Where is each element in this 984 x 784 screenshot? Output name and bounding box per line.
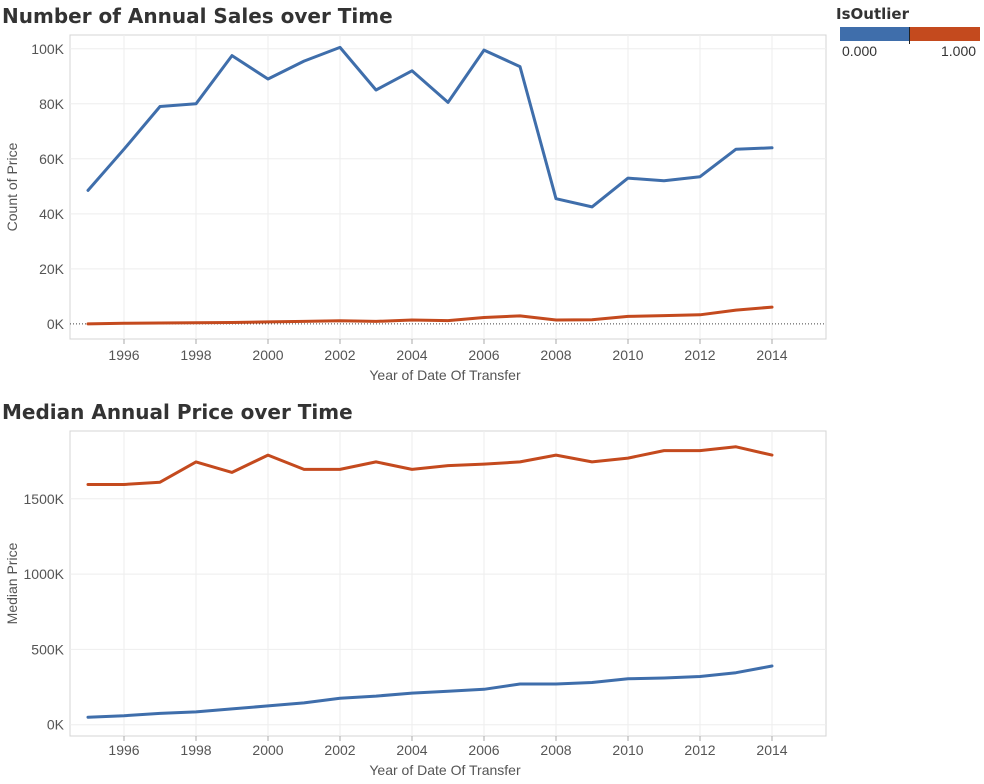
series-line-2-2: [86, 664, 774, 719]
y-tick-label: 100K: [31, 41, 64, 57]
y-tick-label: 0K: [47, 316, 65, 332]
x-tick-label: 2008: [540, 742, 571, 758]
x-tick-label: 2006: [468, 347, 499, 363]
y-tick-label: 80K: [39, 96, 65, 112]
x-tick-label: 1998: [180, 742, 211, 758]
series-line-2-1: [86, 445, 774, 486]
y-tick-label: 20K: [39, 261, 65, 277]
x-tick-label: 2002: [324, 742, 355, 758]
series-line-1-1: [86, 45, 774, 209]
y-tick-label: 40K: [39, 206, 65, 222]
x-tick-label: 2004: [396, 347, 427, 363]
x-tick-label: 2010: [612, 347, 643, 363]
x-tick-label: 2000: [252, 347, 283, 363]
legend-title: IsOutlier: [836, 5, 909, 23]
x-tick-label: 2012: [684, 742, 715, 758]
y-tick-label: 1500K: [24, 491, 65, 507]
plot-area-1: [69, 34, 827, 340]
y-axis-label: Count of Price: [4, 142, 20, 231]
y-tick-label: 0K: [47, 717, 65, 733]
x-tick-label: 2014: [756, 347, 787, 363]
x-tick-label: 1996: [108, 347, 139, 363]
series-line-1-2: [86, 305, 774, 326]
y-axis-label: Median Price: [4, 542, 20, 624]
x-tick-label: 2010: [612, 742, 643, 758]
y-tick-label: 1000K: [24, 566, 65, 582]
legend-min-label: 0.000: [842, 43, 878, 59]
y-tick-label: 500K: [31, 641, 64, 657]
x-tick-label: 1998: [180, 347, 211, 363]
x-tick-label: 2014: [756, 742, 787, 758]
x-tick-label: 2002: [324, 347, 355, 363]
x-tick-label: 2000: [252, 742, 283, 758]
x-tick-label: 1996: [108, 742, 139, 758]
chart-title-sales: Number of Annual Sales over Time: [2, 4, 393, 28]
y-tick-label: 60K: [39, 151, 65, 167]
plot-area-2: [69, 430, 827, 737]
x-axis-label: Year of Date Of Transfer: [369, 762, 521, 778]
x-axis-label: Year of Date Of Transfer: [369, 367, 521, 383]
legend-divider: [909, 27, 910, 44]
legend-color-high: [910, 27, 980, 41]
x-tick-label: 2006: [468, 742, 499, 758]
legend-max-label: 1.000: [941, 43, 977, 59]
chart-title-price: Median Annual Price over Time: [2, 400, 353, 424]
x-tick-label: 2012: [684, 347, 715, 363]
x-tick-label: 2004: [396, 742, 427, 758]
x-tick-label: 2008: [540, 347, 571, 363]
legend-color-low: [840, 27, 910, 41]
